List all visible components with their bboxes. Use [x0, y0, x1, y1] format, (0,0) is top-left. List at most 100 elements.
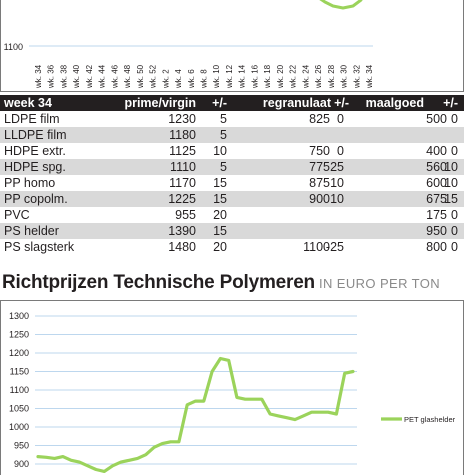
cell-prime: 1390 [168, 224, 196, 238]
header-maalgoed: maalgoed [365, 96, 424, 110]
top-xtick-label: wk. 32 [352, 64, 361, 89]
cell-maalgoed: 500 [426, 112, 447, 126]
table-row: PVC 955 20 175 0 [0, 207, 464, 223]
table-header-row: week 34 prime/virgin +/- regranulaat +/-… [0, 95, 464, 111]
header-regranulaat: regranulaat [262, 96, 331, 110]
ytick-label: 1150 [10, 366, 29, 376]
top-xtick-label: wk. 38 [59, 64, 68, 89]
ytick-label: 1000 [9, 422, 29, 432]
top-xtick-label: wk. 12 [225, 64, 234, 89]
cell-prime-delta: 15 [213, 176, 227, 190]
top-xtick-label: wk. 44 [98, 64, 107, 89]
cell-prime: 1480 [168, 240, 196, 254]
cell-prime-delta: 15 [213, 192, 227, 206]
cell-reg-delta: 10 [330, 176, 344, 190]
cell-maal-delta: 0 [451, 208, 458, 222]
cell-maalgoed: 175 [426, 208, 447, 222]
header-reg-delta: +/- [334, 96, 349, 110]
top-xtick-label: wk. 48 [123, 64, 132, 89]
cell-name: HDPE extr. [4, 144, 66, 158]
cell-maal-delta: 0 [451, 144, 458, 158]
top-chart: 1100 wk. 34 wk. 36 wk. 38 wk. 40 wk. 42 wk. 44… [4, 0, 374, 89]
cell-regranulaat: 775 [309, 160, 330, 174]
cell-name: LDPE film [4, 112, 60, 126]
top-xtick-label: wk. 18 [263, 64, 272, 89]
cell-prime-delta: 5 [220, 128, 227, 142]
ytick-label: 1100 [10, 385, 29, 395]
cell-prime-delta: 15 [213, 224, 227, 238]
cell-name: PVC [4, 208, 30, 222]
cell-maalgoed: 675 [426, 192, 447, 206]
top-xtick-label: wk. 28 [327, 64, 336, 89]
cell-prime: 1225 [168, 192, 196, 206]
cell-regranulaat: 1100 [303, 240, 330, 254]
cell-maal-delta: 15 [444, 192, 458, 206]
cell-reg-delta: 25 [330, 160, 344, 174]
table-row: PS helder 1390 15 950 0 [0, 223, 464, 239]
cell-reg-delta: 0 [337, 112, 344, 126]
cell-maal-delta: 0 [451, 240, 458, 254]
section-subtitle: IN EURO PER TON [318, 276, 441, 291]
top-xtick-label: wk. 52 [149, 64, 158, 89]
cell-name: PP homo [4, 176, 56, 190]
cell-prime-delta: 20 [213, 208, 227, 222]
table-row: LDPE film 1230 5 825 0 500 0 [0, 111, 464, 127]
top-xtick-label: wk. 6 [187, 69, 196, 89]
series-line-pet-glashelder [36, 356, 355, 473]
cell-prime-delta: 5 [220, 112, 227, 126]
top-ytick-label: 1100 [4, 42, 23, 52]
top-chart-panel: 1100 wk. 34 wk. 36 wk. 38 wk. 40 wk. 42 wk. 44… [0, 0, 464, 92]
cell-prime: 955 [175, 208, 196, 222]
cell-maalgoed: 560 [426, 160, 447, 174]
top-xtick-label: wk. 50 [136, 64, 145, 89]
top-xtick-label: wk. 26 [314, 64, 323, 89]
top-xtick-label: wk. 42 [85, 64, 94, 89]
cell-regranulaat: 875 [309, 176, 330, 190]
section-title-text: Richtprijzen Technische Polymeren [2, 272, 315, 293]
table-row: PP copolm. 1225 15 900 10 675 15 [0, 191, 464, 207]
price-table: week 34 prime/virgin +/- regranulaat +/-… [0, 95, 464, 255]
cell-prime-delta: 5 [220, 160, 227, 174]
cell-reg-delta: -25 [325, 240, 344, 254]
top-xtick-label: wk. 4 [174, 69, 183, 89]
table-body: LDPE film 1230 5 825 0 500 0 LLDPE film 1180 5 HDP… [0, 111, 464, 255]
top-xtick-label: wk. 40 [72, 64, 81, 89]
cell-maalgoed: 950 [426, 224, 447, 238]
cell-name: PP copolm. [4, 192, 68, 206]
top-xtick-label: wk. 34 [365, 64, 374, 89]
top-xtick-label: wk. 46 [110, 64, 119, 89]
cell-prime: 1170 [169, 176, 196, 190]
cell-maalgoed: 600 [426, 176, 447, 190]
cell-maal-delta: 10 [444, 176, 458, 190]
header-maal-delta: +/- [443, 96, 458, 110]
cell-prime: 1110 [170, 160, 196, 174]
pet-chart: 8509009501000105011001150120012501300PET… [9, 311, 456, 473]
cell-regranulaat: 750 [309, 144, 330, 158]
section-title: Richtprijzen Technische Polymeren IN EURO… [2, 272, 440, 294]
cell-maalgoed: 400 [426, 144, 447, 158]
table-row: HDPE extr. 1125 10 750 0 400 0 [0, 143, 464, 159]
top-xtick-label: wk. 36 [47, 64, 56, 89]
cell-name: HDPE spg. [4, 160, 66, 174]
top-xtick-label: wk. 24 [301, 64, 310, 89]
ytick-label: 900 [14, 459, 29, 469]
top-xtick-label: wk. 8 [200, 69, 209, 89]
top-xtick-label: wk. 34 [34, 64, 43, 89]
cell-name: PS slagsterk [4, 240, 75, 254]
cell-maal-delta: 10 [444, 160, 458, 174]
top-series-line [319, 0, 363, 10]
top-xtick-label: wk. 10 [212, 64, 221, 89]
cell-name: PS helder [4, 224, 59, 238]
cell-regranulaat: 825 [309, 112, 330, 126]
cell-prime-delta: 20 [213, 240, 227, 254]
top-xtick-label: wk. 14 [238, 64, 247, 89]
pet-chart-panel: 8509009501000105011001150120012501300PET… [0, 300, 464, 475]
top-xtick-label: wk. 30 [340, 64, 349, 89]
legend-label: PET glashelder [404, 415, 456, 424]
cell-maalgoed: 800 [426, 240, 447, 254]
header-prime-delta: +/- [212, 96, 227, 110]
cell-regranulaat: 900 [309, 192, 330, 206]
header-prime: prime/virgin [124, 96, 196, 110]
table-row: HDPE spg. 1110 5 775 25 560 10 [0, 159, 464, 175]
table-row: PP homo 1170 15 875 10 600 10 [0, 175, 464, 191]
